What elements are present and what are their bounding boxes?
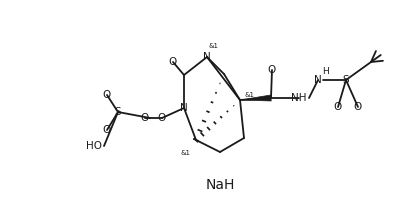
Text: O: O xyxy=(169,57,177,67)
Text: N: N xyxy=(180,103,188,113)
Text: N: N xyxy=(203,52,211,62)
Text: S: S xyxy=(115,107,121,117)
Text: O: O xyxy=(103,90,111,100)
Text: N: N xyxy=(314,75,322,85)
Text: NaH: NaH xyxy=(205,178,235,192)
Text: O: O xyxy=(354,102,362,112)
Polygon shape xyxy=(240,95,271,101)
Text: H: H xyxy=(323,67,329,76)
Text: O: O xyxy=(268,65,276,75)
Text: S: S xyxy=(343,75,349,85)
Text: HO: HO xyxy=(86,141,102,151)
Text: &1: &1 xyxy=(181,150,191,156)
Text: NH: NH xyxy=(291,93,307,103)
Text: O: O xyxy=(141,113,149,123)
Text: O: O xyxy=(103,125,111,135)
Text: O: O xyxy=(158,113,166,123)
Text: &1: &1 xyxy=(245,92,255,98)
Text: &1: &1 xyxy=(209,43,219,49)
Text: O: O xyxy=(334,102,342,112)
